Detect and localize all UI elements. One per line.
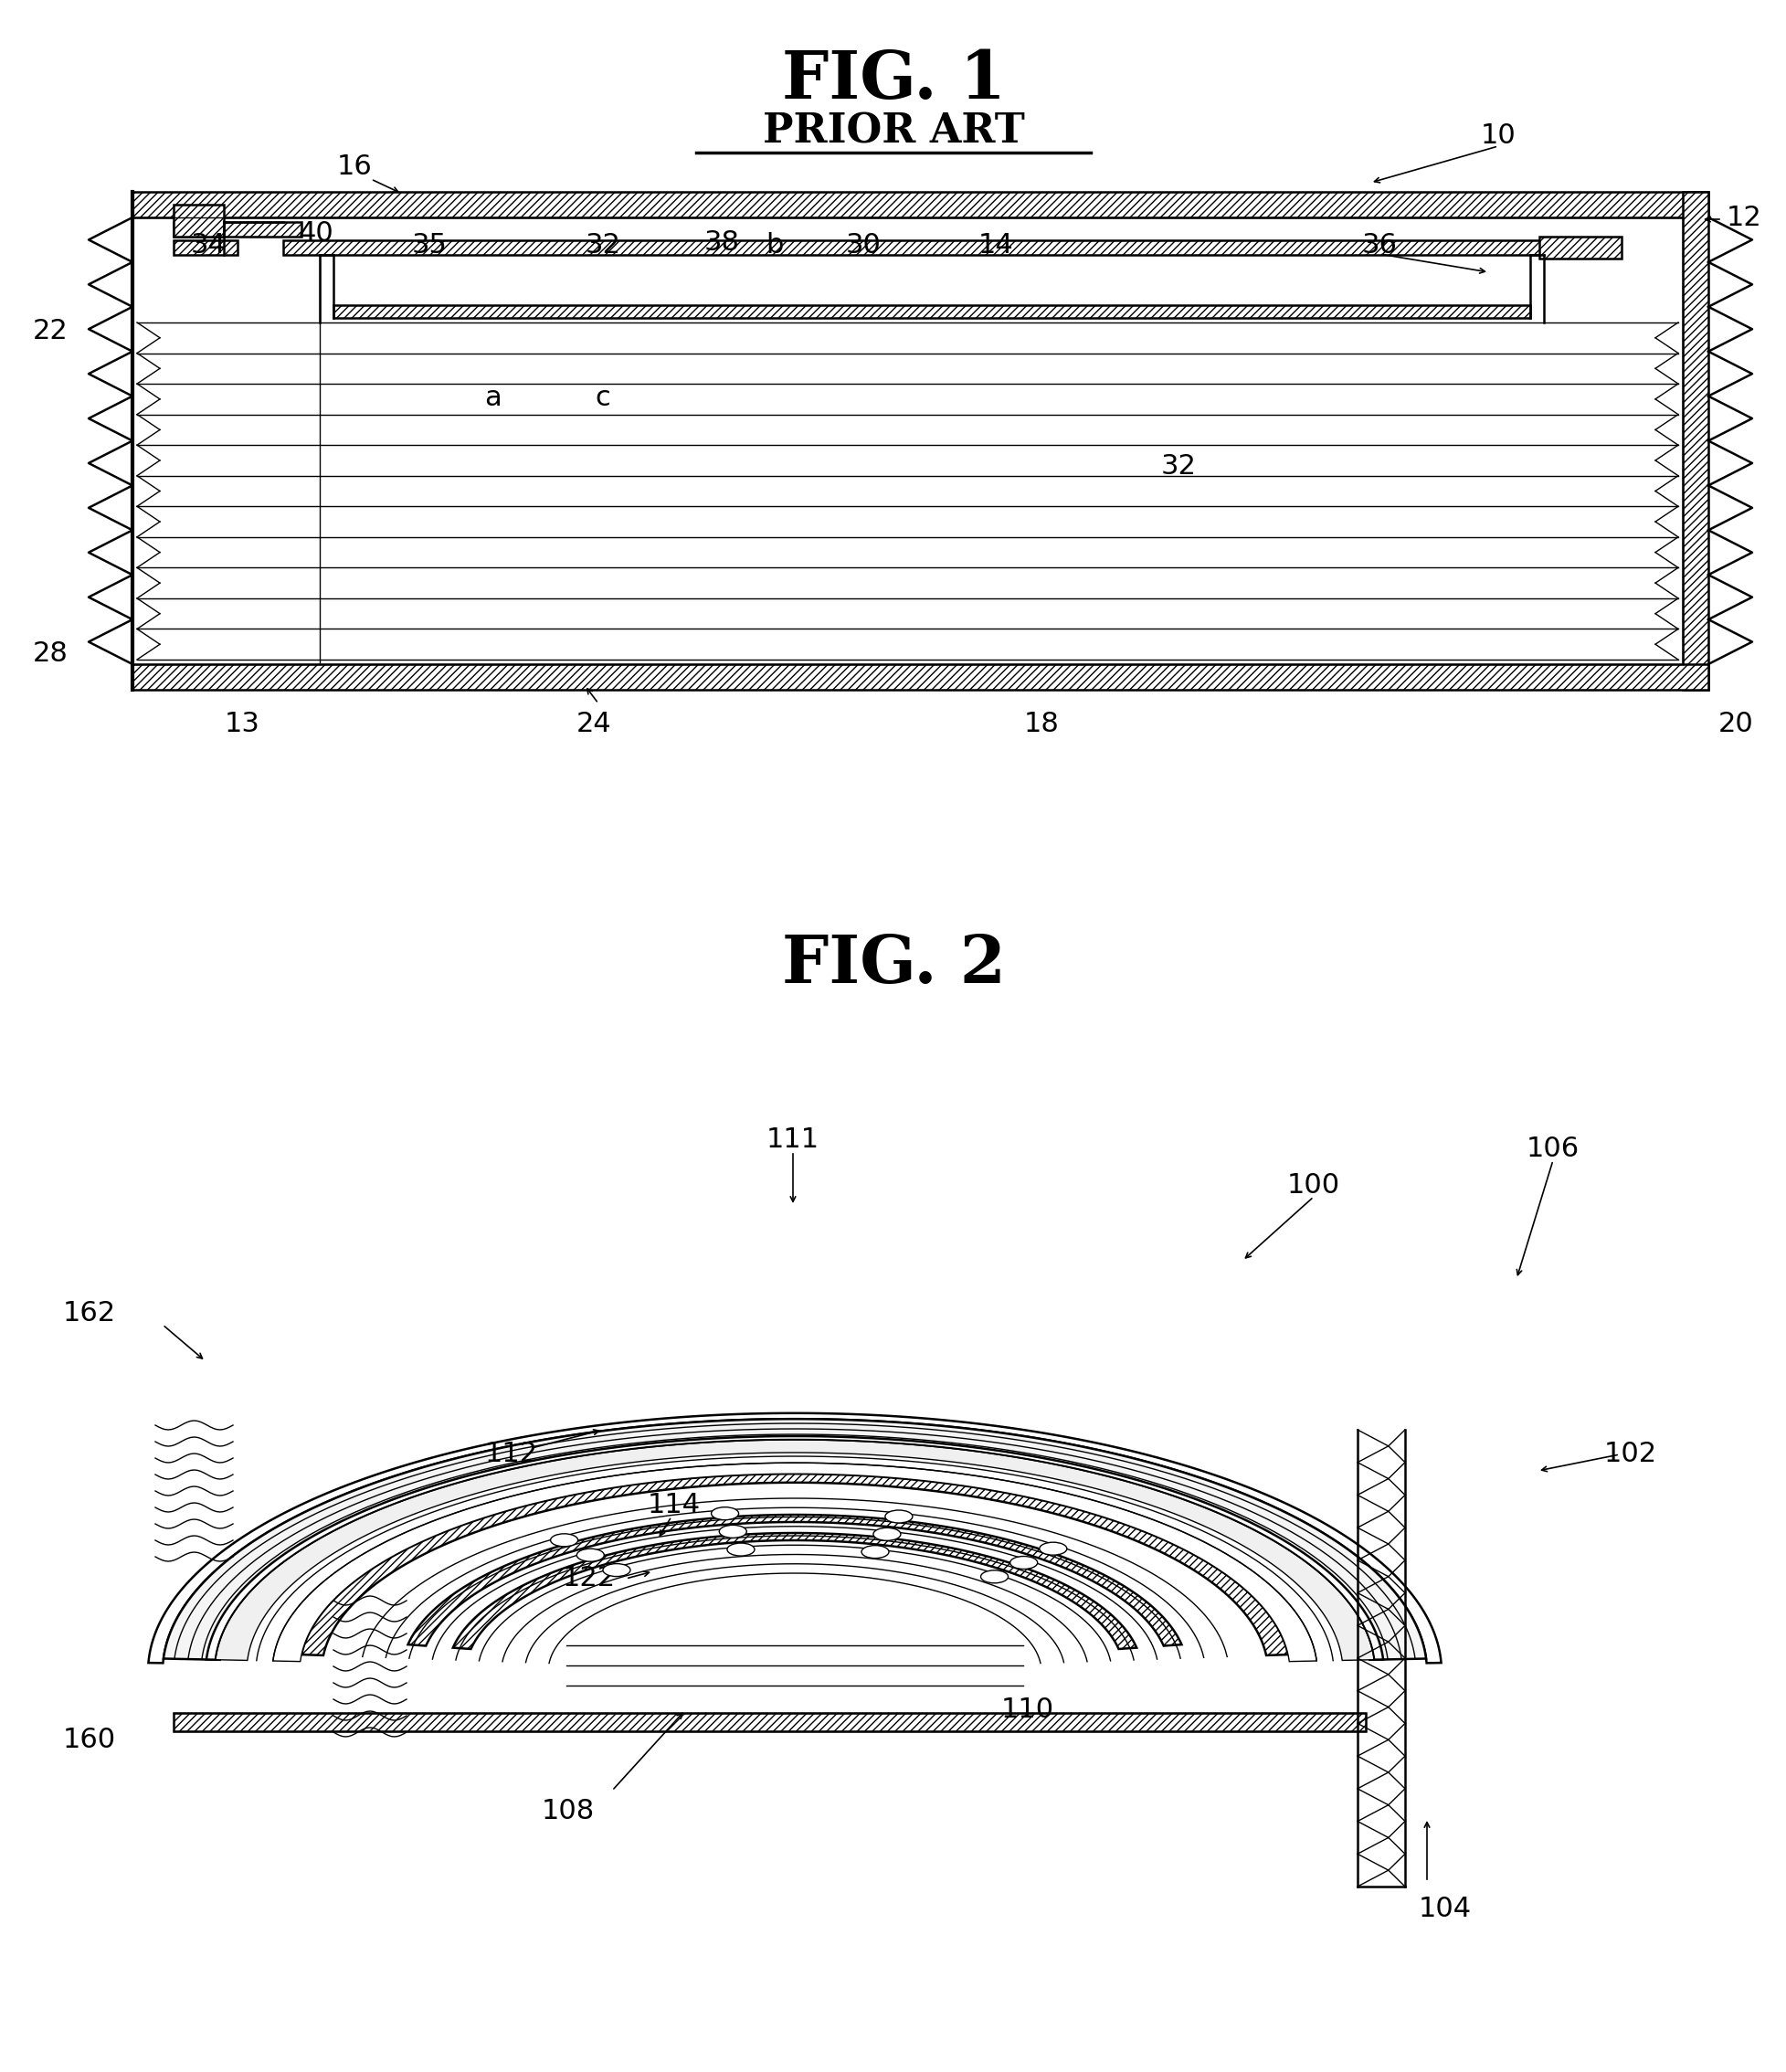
Text: PRIOR ART: PRIOR ART [763,112,1023,151]
Polygon shape [205,1436,1382,1660]
Text: 160: 160 [63,1728,116,1753]
Bar [334,305,1529,317]
Text: 100: 100 [1286,1173,1340,1200]
Text: c: c [595,383,611,410]
Text: 32: 32 [584,232,620,259]
Text: 36: 36 [1361,232,1397,259]
Polygon shape [273,1463,1316,1662]
Polygon shape [148,1413,1441,1664]
Text: b: b [766,232,782,259]
Ellipse shape [602,1564,630,1577]
Ellipse shape [884,1510,913,1523]
Ellipse shape [727,1544,754,1556]
Polygon shape [452,1533,1136,1649]
Text: 35: 35 [411,232,446,259]
Polygon shape [216,1440,1373,1660]
Text: 13: 13 [225,711,259,738]
Ellipse shape [711,1506,738,1521]
Text: 38: 38 [704,228,739,255]
Text: 162: 162 [63,1301,116,1326]
Text: 108: 108 [541,1798,595,1825]
Bar [132,665,1707,690]
Ellipse shape [718,1525,747,1537]
Polygon shape [407,1515,1181,1645]
Text: 32: 32 [1161,452,1195,479]
Text: 14: 14 [977,232,1013,259]
Ellipse shape [981,1571,1007,1583]
Ellipse shape [550,1533,577,1546]
Text: 111: 111 [766,1127,820,1154]
Text: 110: 110 [1000,1697,1054,1724]
Text: 112: 112 [484,1442,538,1467]
Bar [173,240,238,255]
Text: 122: 122 [563,1566,616,1591]
Bar [173,1714,1365,1732]
Text: 104: 104 [1418,1896,1472,1923]
Text: 24: 24 [575,711,611,738]
Text: 22: 22 [34,317,68,344]
Text: 16: 16 [336,153,371,180]
Text: FIG. 1: FIG. 1 [780,48,1006,112]
Bar [173,205,223,236]
Text: a: a [484,383,502,410]
Ellipse shape [1039,1542,1066,1556]
Polygon shape [302,1473,1288,1656]
Text: 106: 106 [1525,1135,1579,1162]
Text: 114: 114 [647,1492,700,1519]
Bar [1538,236,1620,259]
Text: FIG. 2: FIG. 2 [780,932,1006,997]
Ellipse shape [873,1527,900,1542]
Bar [1682,193,1707,690]
Text: 40: 40 [298,220,334,247]
Text: 10: 10 [1481,122,1515,149]
Text: 102: 102 [1604,1442,1656,1467]
Text: 28: 28 [32,640,68,667]
Ellipse shape [861,1546,888,1558]
Ellipse shape [1009,1556,1038,1569]
Bar [132,193,1707,218]
Text: 34: 34 [191,232,227,259]
Ellipse shape [577,1548,604,1562]
Text: 12: 12 [1725,205,1761,230]
Text: 18: 18 [1023,711,1059,738]
Polygon shape [163,1419,1425,1660]
Bar [173,222,302,236]
Bar [282,240,1548,255]
Text: 20: 20 [1716,711,1752,738]
Text: 30: 30 [845,232,880,259]
